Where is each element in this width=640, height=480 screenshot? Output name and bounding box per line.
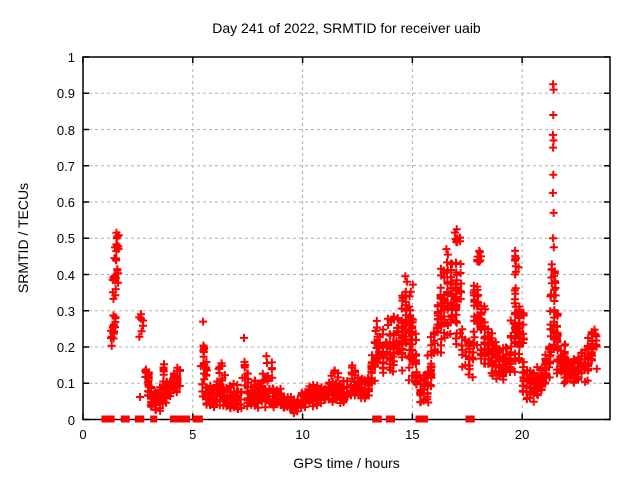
- x-tick-label: 0: [79, 426, 87, 442]
- y-tick-label: 0.7: [56, 158, 75, 174]
- y-tick-label: 0.1: [56, 376, 75, 392]
- zero-value-marker: [169, 415, 177, 423]
- y-tick-label: 0.6: [56, 195, 75, 210]
- zero-value-marker: [107, 415, 115, 423]
- y-tick-label: 1: [67, 50, 75, 65]
- zero-value-marker: [183, 415, 191, 423]
- zero-value-marker: [467, 415, 475, 423]
- zero-value-marker: [103, 415, 111, 423]
- y-tick-label: 0.5: [56, 231, 75, 247]
- zero-value-marker: [150, 415, 158, 423]
- y-tick-label: 0.2: [56, 340, 75, 355]
- zero-value-marker: [137, 415, 145, 423]
- x-tick-label: 5: [189, 426, 197, 442]
- y-tick-label: 0.3: [56, 303, 75, 319]
- x-axis-label: GPS time / hours: [293, 455, 400, 471]
- y-tick-label: 0: [67, 412, 75, 428]
- zero-value-marker: [195, 415, 203, 423]
- zero-value-marker: [388, 415, 396, 423]
- y-tick-label: 0.8: [56, 122, 75, 138]
- x-tick-label: 10: [295, 426, 310, 442]
- zero-value-marker: [420, 415, 428, 423]
- chart-title: Day 241 of 2022, SRMTID for receiver uai…: [212, 20, 481, 36]
- zero-value-marker: [173, 415, 181, 423]
- y-tick-label: 0.9: [56, 86, 75, 102]
- y-tick-label: 0.4: [56, 267, 75, 283]
- x-tick-label: 15: [405, 426, 420, 442]
- zero-value-marker: [374, 415, 382, 423]
- x-tick-label: 20: [514, 426, 530, 442]
- zero-value-marker: [122, 415, 130, 423]
- scatter-points: [107, 80, 601, 418]
- y-axis-label: SRMTID / TECUs: [15, 182, 31, 294]
